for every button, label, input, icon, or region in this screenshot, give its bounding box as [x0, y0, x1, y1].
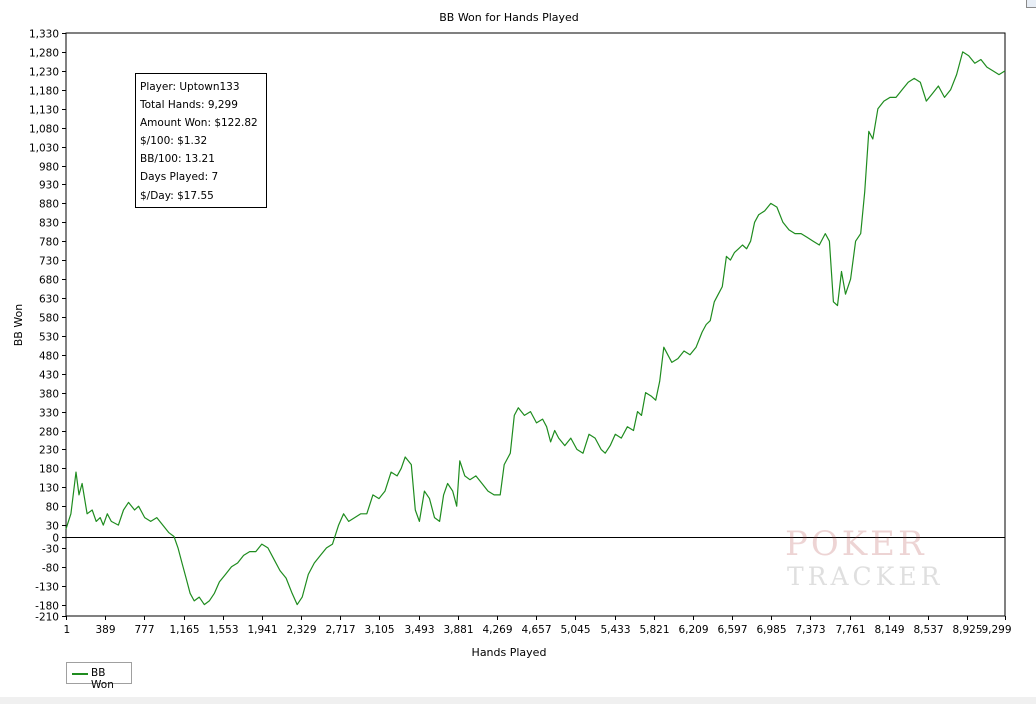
y-tick-label: 430 [39, 370, 59, 382]
stat-dollars-per-day: $/Day: $17.55 [140, 189, 214, 202]
y-tick-label: 1,180 [29, 86, 59, 98]
x-tick-label: 5,821 [639, 624, 669, 636]
y-tick-label: 630 [39, 294, 59, 306]
series-line-bb-won [65, 51, 1006, 606]
x-tick-label: 3,493 [404, 624, 434, 636]
y-tick-label: 1,230 [29, 67, 59, 79]
y-tick-label: 480 [39, 351, 59, 363]
chart-title: BB Won for Hands Played [439, 11, 579, 24]
stat-days-played: Days Played: 7 [140, 171, 219, 184]
series-bb-won [65, 51, 1006, 606]
y-tick-label: 1,030 [29, 143, 59, 155]
x-tick-label: 4,657 [521, 624, 551, 636]
y-tick-label: 130 [39, 483, 59, 495]
y-tick-label: 180 [39, 464, 59, 476]
stat-amount-won: Amount Won: $122.82 [140, 117, 258, 130]
legend-swatch-bb-won [72, 673, 88, 675]
x-tick-label: 5,433 [600, 624, 630, 636]
y-tick-label: 1,280 [29, 48, 59, 60]
x-tick-label: 777 [134, 624, 154, 636]
y-tick-label: 930 [39, 180, 59, 192]
y-tick-label: -210 [35, 612, 59, 624]
x-tick-label: 8,925 [952, 624, 982, 636]
y-tick-label: -180 [35, 601, 59, 613]
x-tick-label: 6,597 [717, 624, 747, 636]
x-tick-label: 6,209 [678, 624, 708, 636]
legend-label-bb-won: BB Won [91, 667, 114, 691]
x-tick-label: 6,985 [756, 624, 786, 636]
x-tick-label: 9,299 [981, 624, 1011, 636]
x-tick-label: 2,717 [325, 624, 355, 636]
stat-dollars-per-100: $/100: $1.32 [140, 135, 208, 148]
x-axis-label: Hands Played [472, 646, 547, 659]
y-axis-label: BB Won [12, 304, 25, 347]
stat-total-hands: Total Hands: 9,299 [140, 99, 238, 112]
y-tick-label: 880 [39, 199, 59, 211]
x-tick-label: 3,105 [364, 624, 394, 636]
x-tick-label: 4,269 [482, 624, 512, 636]
y-tick-label: 0 [52, 533, 59, 545]
y-tick-label: 580 [39, 313, 59, 325]
x-tick-label: 1,941 [247, 624, 277, 636]
y-tick-label: 1,080 [29, 124, 59, 136]
x-tick-label: 3,881 [443, 624, 473, 636]
bottom-status-strip [0, 697, 1036, 704]
y-tick-label: 830 [39, 218, 59, 230]
y-tick-label: -30 [42, 544, 59, 556]
window-corner-button[interactable] [1026, 0, 1036, 8]
y-axis-ticks: 1,330 1,280 1,230 1,180 1,130 1,080 1,030 980 93… [29, 29, 66, 624]
y-tick-label: -130 [35, 582, 59, 594]
x-tick-label: 389 [95, 624, 115, 636]
y-tick-label: 680 [39, 275, 59, 287]
x-tick-label: 1,553 [208, 624, 238, 636]
x-tick-label: 8,537 [913, 624, 943, 636]
y-tick-label: 980 [39, 162, 59, 174]
y-tick-label: 30 [46, 521, 59, 533]
x-tick-label: 1,165 [169, 624, 199, 636]
x-tick-label: 7,761 [835, 624, 865, 636]
y-tick-label: 230 [39, 445, 59, 457]
player-stats-box: Player: Uptown133 Total Hands: 9,299 Amo… [135, 73, 267, 208]
y-tick-label: 780 [39, 237, 59, 249]
x-tick-label: 8,149 [874, 624, 904, 636]
x-tick-label: 7,373 [795, 624, 825, 636]
stat-player: Player: Uptown133 [140, 81, 240, 93]
x-tick-label: 2,329 [286, 624, 316, 636]
chart-legend: BB Won [66, 662, 132, 691]
x-axis-ticks: 1 389 777 1,165 1,553 1,941 2,329 2,717 3,105 3,4… [64, 616, 1012, 636]
y-tick-label: 1,330 [29, 29, 59, 41]
y-tick-label: 730 [39, 256, 59, 268]
x-tick-label: 1 [64, 624, 71, 636]
y-tick-label: 280 [39, 427, 59, 439]
y-tick-label: 380 [39, 389, 59, 401]
stat-bb-per-100: BB/100: 13.21 [140, 153, 215, 166]
y-tick-label: 1,130 [29, 105, 59, 117]
y-tick-label: -80 [42, 563, 59, 575]
x-tick-label: 5,045 [560, 624, 590, 636]
y-tick-label: 330 [39, 408, 59, 420]
y-tick-label: 80 [46, 502, 59, 514]
y-tick-label: 530 [39, 332, 59, 344]
